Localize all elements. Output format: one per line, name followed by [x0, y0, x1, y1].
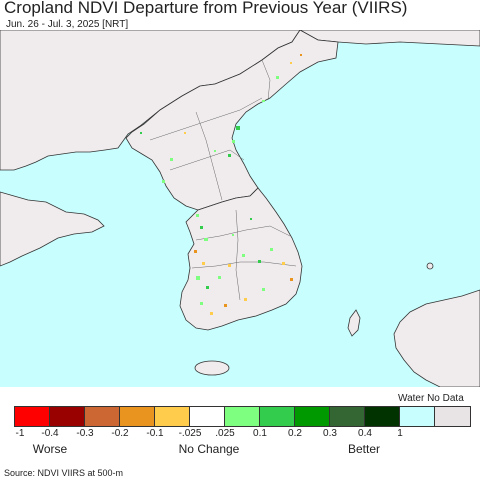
map-subtitle: Jun. 26 - Jul. 3, 2025 [NRT] — [6, 19, 129, 30]
water-no-data-label: Water No Data — [398, 393, 464, 404]
legend-swatch — [155, 407, 190, 426]
legend-swatch — [295, 407, 330, 426]
legend-tick-label: 1 — [397, 428, 403, 439]
legend-tick-label: 0.2 — [288, 428, 302, 439]
land-south-korea — [179, 187, 303, 331]
caption-worse: Worse — [32, 442, 68, 456]
legend-tick-label: -0.2 — [111, 428, 129, 439]
legend: Water No Data -1 -0.4 -0.3 -0.2 -0.1 -.025 .02… — [0, 388, 480, 468]
legend-swatch — [400, 407, 435, 426]
legend-swatches — [14, 406, 471, 427]
legend-swatch — [330, 407, 365, 426]
legend-swatch — [50, 407, 85, 426]
legend-tick-label: -0.1 — [146, 428, 164, 439]
legend-tick-label: 0.1 — [253, 428, 267, 439]
caption-better: Better — [347, 442, 381, 456]
legend-tick-label: -0.3 — [76, 428, 94, 439]
legend-swatch — [85, 407, 120, 426]
legend-swatch — [225, 407, 260, 426]
source-note: Source: NDVI VIIRS at 500-m — [4, 468, 124, 478]
legend-tick-label: 0.4 — [358, 428, 372, 439]
province-borders — [149, 59, 297, 301]
land-ulleungdo — [426, 262, 434, 270]
legend-swatch — [190, 407, 225, 426]
land-china-shandong — [0, 191, 105, 267]
legend-swatch — [15, 407, 50, 426]
land-japan — [393, 289, 480, 387]
legend-tick-label: 0.3 — [323, 428, 337, 439]
land-jeju — [194, 360, 230, 376]
legend-tick-label: -1 — [15, 428, 25, 439]
legend-swatch — [120, 407, 155, 426]
legend-tick-label: -.025 — [178, 428, 202, 439]
legend-tick-label: -0.4 — [41, 428, 59, 439]
ndvi-speckles — [140, 54, 302, 315]
land-tsushima — [347, 309, 361, 337]
legend-swatch — [260, 407, 295, 426]
legend-swatch — [435, 407, 470, 426]
map-canvas — [0, 30, 480, 387]
legend-tick-label: .025 — [215, 428, 235, 439]
map-title: Cropland NDVI Departure from Previous Ye… — [4, 0, 408, 17]
caption-no-change: No Change — [178, 442, 240, 456]
legend-swatch — [365, 407, 400, 426]
